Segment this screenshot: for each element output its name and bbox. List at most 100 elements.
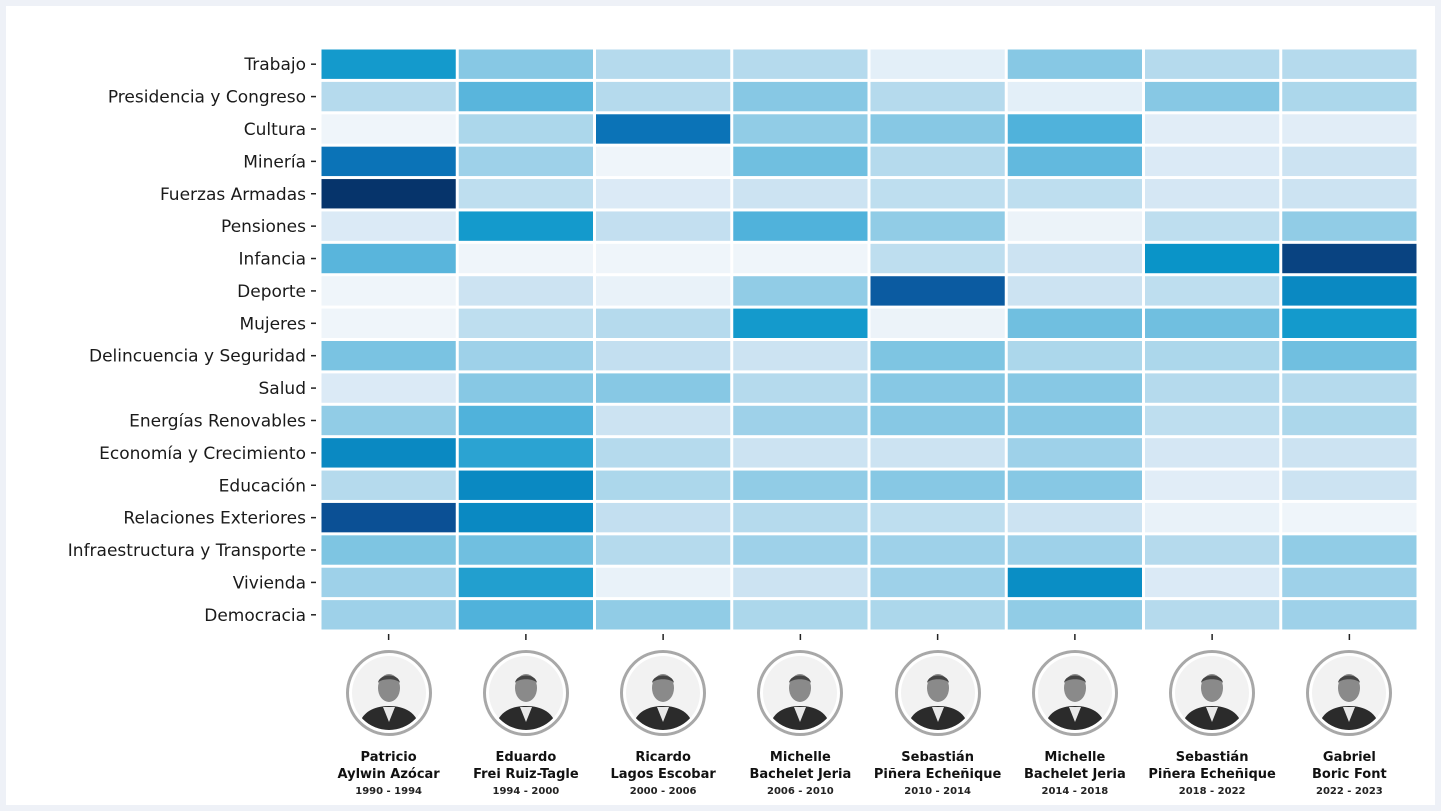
president-term-years: 2006 - 2010 xyxy=(766,786,834,797)
heatmap-cell-trabajo-3 xyxy=(596,49,731,79)
heatmap-cell-energias-renovables-2 xyxy=(458,405,593,436)
heatmap-cell-salud-2 xyxy=(458,373,593,403)
row-label-relaciones-exteriores: Relaciones Exteriores xyxy=(123,509,306,529)
heatmap-cell-fuerzas-armadas-4 xyxy=(733,179,868,209)
heatmap-cell-economia-y-crecimiento-1 xyxy=(321,438,456,468)
heatmap-cell-infancia-4 xyxy=(733,243,868,274)
president-surname: Piñera Echeñique xyxy=(1148,767,1276,782)
president-surname: Frei Ruiz-Tagle xyxy=(473,767,579,782)
heatmap-cell-fuerzas-armadas-8 xyxy=(1282,179,1417,209)
row-label-energias-renovables: Energías Renovables xyxy=(129,411,306,431)
president-first-name: Ricardo xyxy=(635,750,691,765)
heatmap-cell-salud-3 xyxy=(596,373,731,403)
heatmap-cell-economia-y-crecimiento-4 xyxy=(733,438,868,468)
president-name: Ricardo Lagos Escobar xyxy=(588,749,738,783)
heatmap-cell-infancia-3 xyxy=(596,243,731,274)
heatmap-cell-infancia-6 xyxy=(1007,243,1142,274)
heatmap-cell-trabajo-4 xyxy=(733,49,868,79)
president-column-3: Ricardo Lagos Escobar 2000 - 2006 xyxy=(588,650,738,797)
heatmap-cell-trabajo-2 xyxy=(458,49,593,79)
heatmap-cell-educacion-2 xyxy=(458,470,593,500)
heatmap-cell-delincuencia-y-seguridad-2 xyxy=(458,341,593,371)
president-surname: Bachelet Jeria xyxy=(749,767,852,782)
heatmap-cell-presidencia-y-congreso-6 xyxy=(1007,81,1142,112)
heatmap-cell-delincuencia-y-seguridad-1 xyxy=(321,341,456,371)
heatmap-cell-pensiones-4 xyxy=(733,211,868,241)
heatmap-cell-energias-renovables-1 xyxy=(321,405,456,436)
heatmap-cell-presidencia-y-congreso-5 xyxy=(870,81,1005,112)
president-first-name: Sebastián xyxy=(1175,750,1249,765)
heatmap-cell-energias-renovables-3 xyxy=(596,405,731,436)
heatmap-cell-mineria-3 xyxy=(596,146,731,177)
heatmap-cell-cultura-5 xyxy=(870,114,1005,144)
heatmap-cell-fuerzas-armadas-7 xyxy=(1145,179,1280,209)
heatmap-cell-salud-6 xyxy=(1007,373,1142,403)
heatmap-cell-democracia-5 xyxy=(870,600,1005,630)
heatmap-cell-mineria-1 xyxy=(321,146,456,177)
row-label-pensiones: Pensiones xyxy=(221,217,306,237)
heatmap-chart: Trabajo Presidencia y Congreso Cultura Mine… xyxy=(68,49,1417,640)
president-portrait-icon xyxy=(757,650,844,736)
heatmap-cell-pensiones-2 xyxy=(458,211,593,241)
heatmap-cell-infraestructura-y-transporte-2 xyxy=(458,535,593,565)
heatmap-cell-economia-y-crecimiento-5 xyxy=(870,438,1005,468)
president-surname: Aylwin Azócar xyxy=(337,767,440,782)
heatmap-cell-presidencia-y-congreso-7 xyxy=(1145,81,1280,112)
president-name: Patricio Aylwin Azócar xyxy=(314,749,464,783)
heatmap-cell-delincuencia-y-seguridad-5 xyxy=(870,341,1005,371)
heatmap-cell-presidencia-y-congreso-1 xyxy=(321,81,456,112)
heatmap-cell-democracia-8 xyxy=(1282,600,1417,630)
president-column-7: Sebastián Piñera Echeñique 2018 - 2022 xyxy=(1137,650,1287,797)
heatmap-cell-fuerzas-armadas-6 xyxy=(1007,179,1142,209)
heatmap-cell-pensiones-5 xyxy=(870,211,1005,241)
heatmap-cell-fuerzas-armadas-5 xyxy=(870,179,1005,209)
heatmap-cell-mineria-6 xyxy=(1007,146,1142,177)
president-term-years: 1994 - 2000 xyxy=(492,786,560,797)
heatmap-cell-fuerzas-armadas-2 xyxy=(458,179,593,209)
row-label-mineria: Minería xyxy=(243,152,306,172)
heatmap-cell-pensiones-3 xyxy=(596,211,731,241)
heatmap-cell-economia-y-crecimiento-6 xyxy=(1007,438,1142,468)
heatmap-cell-relaciones-exteriores-5 xyxy=(870,502,1005,533)
president-name: Michelle Bachelet Jeria xyxy=(1000,749,1150,783)
heatmap-cell-trabajo-5 xyxy=(870,49,1005,79)
row-label-educacion: Educación xyxy=(219,476,306,496)
heatmap-cell-salud-8 xyxy=(1282,373,1417,403)
heatmap-cell-presidencia-y-congreso-8 xyxy=(1282,81,1417,112)
president-name: Gabriel Boric Font xyxy=(1274,749,1424,783)
heatmap-cell-cultura-2 xyxy=(458,114,593,144)
president-term-years: 2018 - 2022 xyxy=(1178,786,1246,797)
heatmap-cell-cultura-3 xyxy=(596,114,731,144)
row-label-cultura: Cultura xyxy=(244,120,306,140)
heatmap-cell-mineria-7 xyxy=(1145,146,1280,177)
heatmap-cell-deporte-2 xyxy=(458,276,593,306)
chart-canvas: Trabajo Presidencia y Congreso Cultura Mine… xyxy=(6,6,1435,805)
president-portrait-icon xyxy=(482,650,569,736)
heatmap-cell-relaciones-exteriores-6 xyxy=(1007,502,1142,533)
president-name: Eduardo Frei Ruiz-Tagle xyxy=(451,749,601,783)
heatmap-cell-deporte-3 xyxy=(596,276,731,306)
heatmap-cell-deporte-6 xyxy=(1007,276,1142,306)
president-term-years: 2000 - 2006 xyxy=(629,786,697,797)
president-first-name: Michelle xyxy=(1044,750,1106,765)
heatmap-cell-vivienda-2 xyxy=(458,567,593,598)
president-term-years: 1990 - 1994 xyxy=(355,786,423,797)
heatmap-cell-educacion-1 xyxy=(321,470,456,500)
heatmap-cell-infraestructura-y-transporte-1 xyxy=(321,535,456,565)
heatmap-cell-mineria-4 xyxy=(733,146,868,177)
heatmap-cell-mujeres-3 xyxy=(596,308,731,338)
heatmap-cell-relaciones-exteriores-1 xyxy=(321,502,456,533)
heatmap-cell-mujeres-5 xyxy=(870,308,1005,338)
heatmap-cell-energias-renovables-7 xyxy=(1145,405,1280,436)
heatmap-cell-deporte-7 xyxy=(1145,276,1280,306)
heatmap-cell-presidencia-y-congreso-2 xyxy=(458,81,593,112)
row-label-infancia: Infancia xyxy=(239,250,306,270)
heatmap-cell-delincuencia-y-seguridad-3 xyxy=(596,341,731,371)
heatmap-cell-energias-renovables-6 xyxy=(1007,405,1142,436)
president-column-1: Patricio Aylwin Azócar 1990 - 1994 xyxy=(314,650,464,797)
heatmap-cell-democracia-3 xyxy=(596,600,731,630)
heatmap-cell-democracia-7 xyxy=(1145,600,1280,630)
heatmap-cell-vivienda-1 xyxy=(321,567,456,598)
president-column-6: Michelle Bachelet Jeria 2014 - 2018 xyxy=(1000,650,1150,797)
president-surname: Boric Font xyxy=(1312,767,1387,782)
